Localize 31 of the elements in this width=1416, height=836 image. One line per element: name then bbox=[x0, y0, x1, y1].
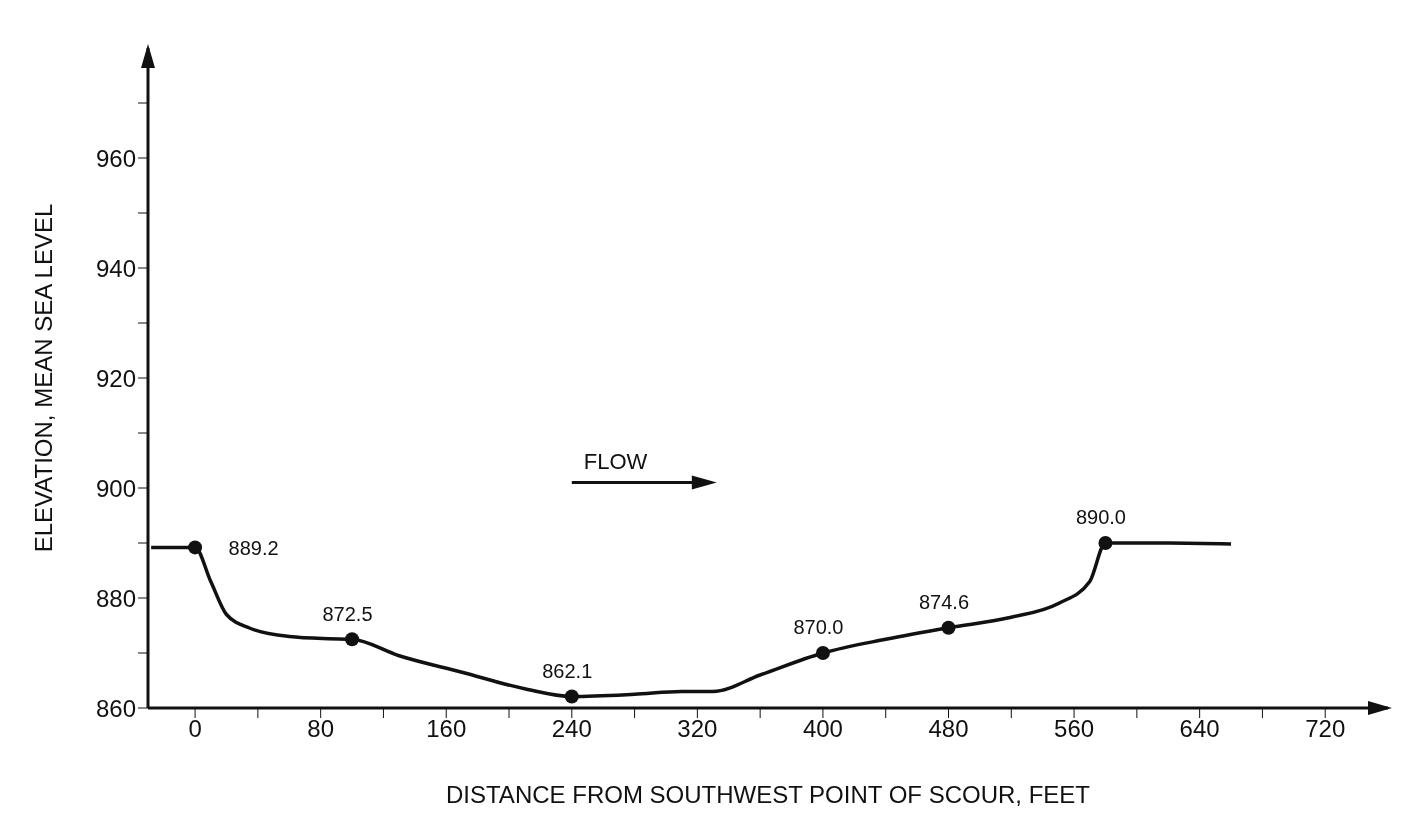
point bbox=[1098, 536, 1113, 550]
data-label: 889.2 bbox=[228, 536, 279, 559]
x-tick-label: 720 bbox=[1305, 715, 1346, 743]
y-tick-label: 940 bbox=[95, 254, 136, 282]
x-tick-label: 240 bbox=[551, 715, 592, 743]
data-label: 862.1 bbox=[542, 659, 593, 682]
data-label: 870.0 bbox=[793, 616, 844, 639]
data-label: 890.0 bbox=[1075, 506, 1126, 529]
y-tick-label: 960 bbox=[95, 144, 136, 172]
y-axis-title: ELEVATION, MEAN SEA LEVEL bbox=[29, 203, 57, 553]
y-tick-label: 880 bbox=[95, 584, 136, 612]
point bbox=[188, 540, 203, 555]
y-tick-label: 920 bbox=[95, 364, 136, 392]
point bbox=[815, 646, 830, 660]
y-tick-label: 860 bbox=[95, 694, 136, 722]
x-tick-label: 80 bbox=[307, 715, 335, 743]
y-tick-label: 900 bbox=[95, 474, 136, 502]
point bbox=[345, 632, 360, 647]
x-tick-label: 400 bbox=[802, 715, 843, 743]
point bbox=[941, 620, 956, 635]
x-tick-label: 640 bbox=[1179, 715, 1220, 743]
annotation: FLOW bbox=[583, 448, 648, 474]
point bbox=[564, 689, 579, 704]
data-label: 872.5 bbox=[322, 602, 373, 625]
x-axis-title: DISTANCE FROM SOUTHWEST POINT OF SCOUR, FEET bbox=[445, 781, 1091, 808]
x-tick-label: 0 bbox=[188, 715, 202, 743]
x-tick-label: 480 bbox=[928, 715, 969, 743]
data-label: 874.6 bbox=[918, 591, 970, 614]
x-tick-label: 320 bbox=[677, 715, 718, 743]
x-tick-label: 560 bbox=[1054, 715, 1095, 743]
x-tick-label: 160 bbox=[426, 715, 467, 743]
